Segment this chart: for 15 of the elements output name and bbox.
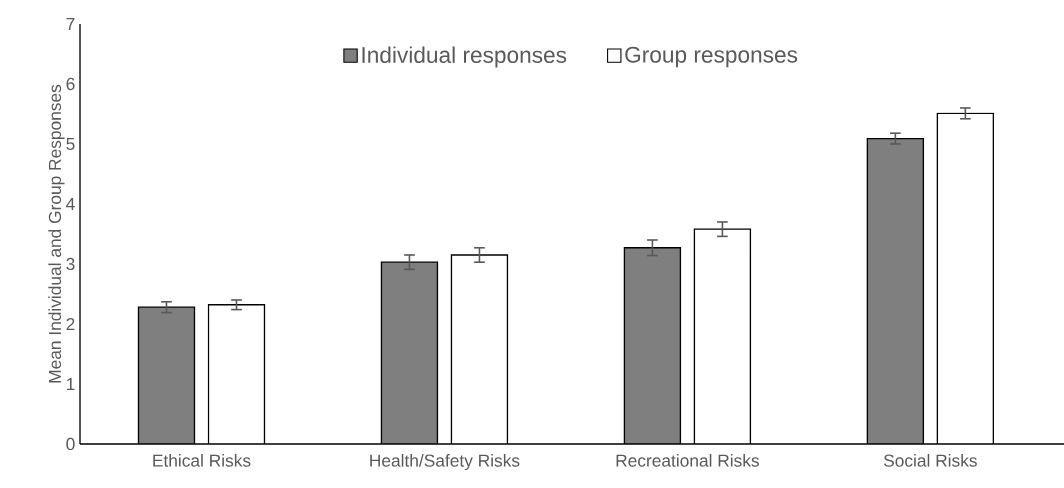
x-tick-label: Recreational Risks (616, 454, 759, 467)
y-tick-label: 1 (66, 378, 75, 390)
x-tick-label: Health/Safety Risks (370, 454, 520, 471)
x-tick-label: Social Risks (883, 454, 977, 467)
y-tick-label: 0 (66, 437, 75, 451)
legend-label: Group responses (625, 46, 798, 68)
y-axis-title: Mean Individual and Group Responses (48, 84, 65, 383)
y-tick-label: 4 (66, 198, 75, 210)
y-tick-label: 7 (66, 18, 75, 30)
x-tick-label: Ethical Risks (153, 454, 251, 467)
y-tick-label: 6 (66, 77, 75, 91)
y-tick-label: 3 (66, 257, 75, 271)
legend-label: Individual responses (362, 46, 567, 68)
y-tick-label: 5 (66, 137, 75, 151)
y-tick-label: 2 (66, 317, 75, 331)
